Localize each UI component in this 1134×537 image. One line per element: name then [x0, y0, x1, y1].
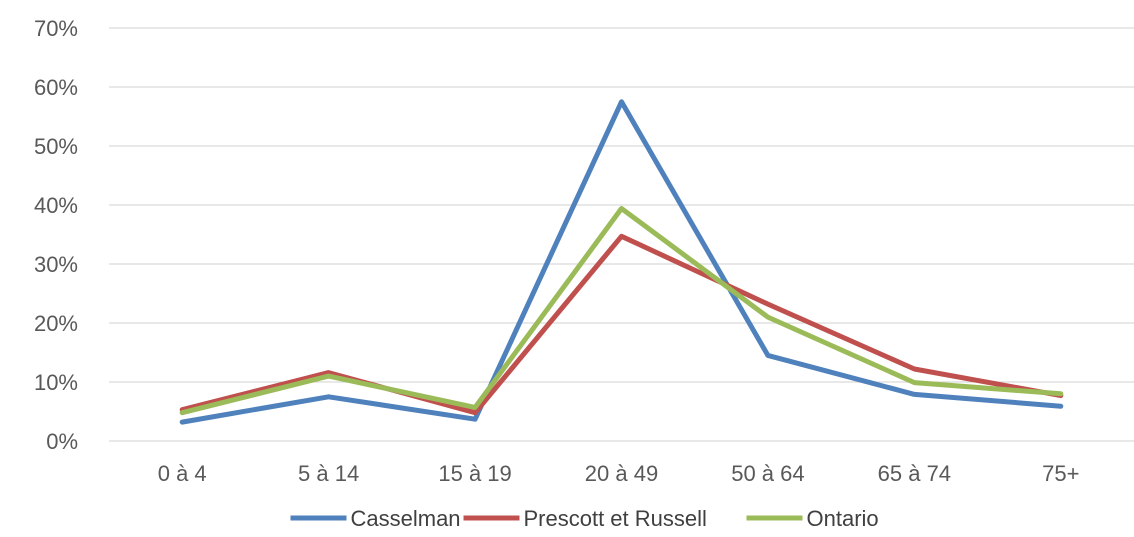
- x-tick-label: 65 à 74: [878, 461, 951, 486]
- series-lines: [179, 99, 1064, 425]
- x-tick-label: 50 à 64: [731, 461, 804, 486]
- x-tick-label: 0 à 4: [158, 461, 207, 486]
- y-tick-label: 30%: [34, 252, 78, 277]
- y-tick-label: 10%: [34, 370, 78, 395]
- series-line-casselman: [179, 99, 1064, 425]
- y-tick-label: 50%: [34, 134, 78, 159]
- series-line-prescott-et-russell: [179, 233, 1064, 416]
- gridlines: [109, 27, 1134, 442]
- y-axis-ticks: 0% 10% 20% 30% 40% 50% 60% 70%: [34, 16, 78, 454]
- x-tick-label: 75+: [1042, 461, 1079, 486]
- y-tick-label: 60%: [34, 75, 78, 100]
- series-line-ontario: [179, 206, 1064, 416]
- x-axis-ticks: 0 à 4 5 à 14 15 à 19 20 à 49 50 à 64 65 à 74 7…: [158, 461, 1080, 486]
- y-tick-label: 70%: [34, 16, 78, 41]
- legend-label-casselman: Casselman: [351, 506, 461, 531]
- x-tick-label: 5 à 14: [298, 461, 359, 486]
- y-tick-label: 40%: [34, 193, 78, 218]
- legend-label-ontario: Ontario: [807, 506, 879, 531]
- x-tick-label: 15 à 19: [438, 461, 511, 486]
- y-tick-label: 20%: [34, 311, 78, 336]
- legend: Casselman Prescott et Russell Ontario: [290, 506, 879, 531]
- x-tick-label: 20 à 49: [585, 461, 658, 486]
- legend-label-prescott-et-russell: Prescott et Russell: [524, 506, 707, 531]
- y-tick-label: 0%: [46, 429, 78, 454]
